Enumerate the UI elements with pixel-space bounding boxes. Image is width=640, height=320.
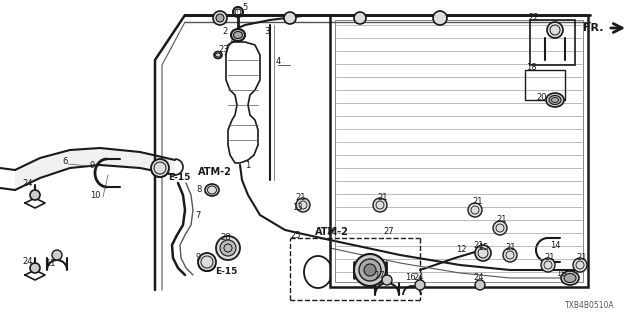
Text: 21: 21 — [496, 215, 506, 225]
Text: 17: 17 — [374, 270, 385, 279]
Circle shape — [475, 245, 491, 261]
Circle shape — [433, 11, 447, 25]
Ellipse shape — [205, 184, 219, 196]
Ellipse shape — [234, 31, 243, 38]
Text: 13: 13 — [292, 203, 303, 212]
Text: 4: 4 — [276, 58, 281, 67]
Text: 21: 21 — [505, 244, 515, 252]
Circle shape — [541, 258, 555, 272]
Text: FR.: FR. — [582, 23, 603, 33]
Text: 10: 10 — [90, 190, 100, 199]
Circle shape — [216, 236, 240, 260]
Text: 21: 21 — [576, 253, 586, 262]
Circle shape — [284, 12, 296, 24]
Text: 16: 16 — [405, 274, 415, 283]
Text: 21: 21 — [473, 241, 483, 250]
Circle shape — [296, 198, 310, 212]
Bar — [530, 20, 575, 65]
Circle shape — [382, 275, 392, 285]
Text: TXB4B0510A: TXB4B0510A — [565, 301, 614, 310]
Text: 24: 24 — [22, 258, 33, 267]
Circle shape — [503, 248, 517, 262]
Bar — [525, 70, 565, 100]
Text: 15: 15 — [478, 244, 488, 252]
Circle shape — [151, 159, 169, 177]
Circle shape — [475, 280, 485, 290]
Text: 5: 5 — [242, 4, 247, 12]
Circle shape — [52, 250, 62, 260]
Circle shape — [198, 253, 216, 271]
Circle shape — [547, 22, 563, 38]
Text: 22: 22 — [528, 12, 538, 21]
Circle shape — [573, 258, 587, 272]
Ellipse shape — [546, 93, 564, 107]
Text: 2: 2 — [222, 28, 227, 36]
Text: 3: 3 — [264, 28, 269, 36]
Text: 7: 7 — [195, 211, 200, 220]
Text: 23: 23 — [218, 45, 228, 54]
Text: 24: 24 — [413, 274, 424, 283]
Text: 21: 21 — [544, 253, 554, 262]
Text: 14: 14 — [550, 241, 561, 250]
Ellipse shape — [564, 274, 576, 283]
Text: 9: 9 — [90, 161, 95, 170]
Circle shape — [220, 240, 236, 256]
Text: 8: 8 — [196, 186, 202, 195]
Text: 9: 9 — [195, 253, 200, 262]
Polygon shape — [15, 148, 175, 190]
Text: 1: 1 — [245, 161, 250, 170]
Circle shape — [216, 14, 224, 22]
Text: 6: 6 — [62, 157, 67, 166]
Circle shape — [30, 190, 40, 200]
Text: 19: 19 — [556, 268, 566, 277]
Text: E-15: E-15 — [168, 173, 190, 182]
Circle shape — [493, 221, 507, 235]
Bar — [330, 15, 588, 287]
Circle shape — [415, 280, 425, 290]
Text: 28: 28 — [220, 233, 230, 242]
Text: 26: 26 — [326, 228, 337, 236]
Circle shape — [213, 11, 227, 25]
Circle shape — [354, 254, 386, 286]
Text: 20: 20 — [536, 92, 547, 101]
Text: ATM-2: ATM-2 — [315, 227, 349, 237]
Ellipse shape — [549, 95, 561, 105]
Circle shape — [354, 12, 366, 24]
Text: 11: 11 — [45, 259, 56, 268]
Text: 24: 24 — [22, 179, 33, 188]
Ellipse shape — [231, 29, 245, 41]
Circle shape — [373, 198, 387, 212]
Circle shape — [359, 259, 381, 281]
Circle shape — [364, 264, 376, 276]
Circle shape — [468, 203, 482, 217]
Text: 21: 21 — [295, 194, 305, 203]
Text: ATM-2: ATM-2 — [198, 167, 232, 177]
Bar — [335, 20, 583, 282]
Text: 24: 24 — [473, 274, 483, 283]
Ellipse shape — [561, 271, 579, 285]
Text: 25: 25 — [290, 230, 301, 239]
Text: 27: 27 — [383, 228, 394, 236]
Text: 21: 21 — [377, 194, 387, 203]
Ellipse shape — [214, 52, 222, 59]
Text: 18: 18 — [526, 62, 536, 71]
Circle shape — [30, 263, 40, 273]
Text: 12: 12 — [456, 245, 467, 254]
Text: E-15: E-15 — [215, 268, 237, 276]
Text: 21: 21 — [472, 197, 483, 206]
